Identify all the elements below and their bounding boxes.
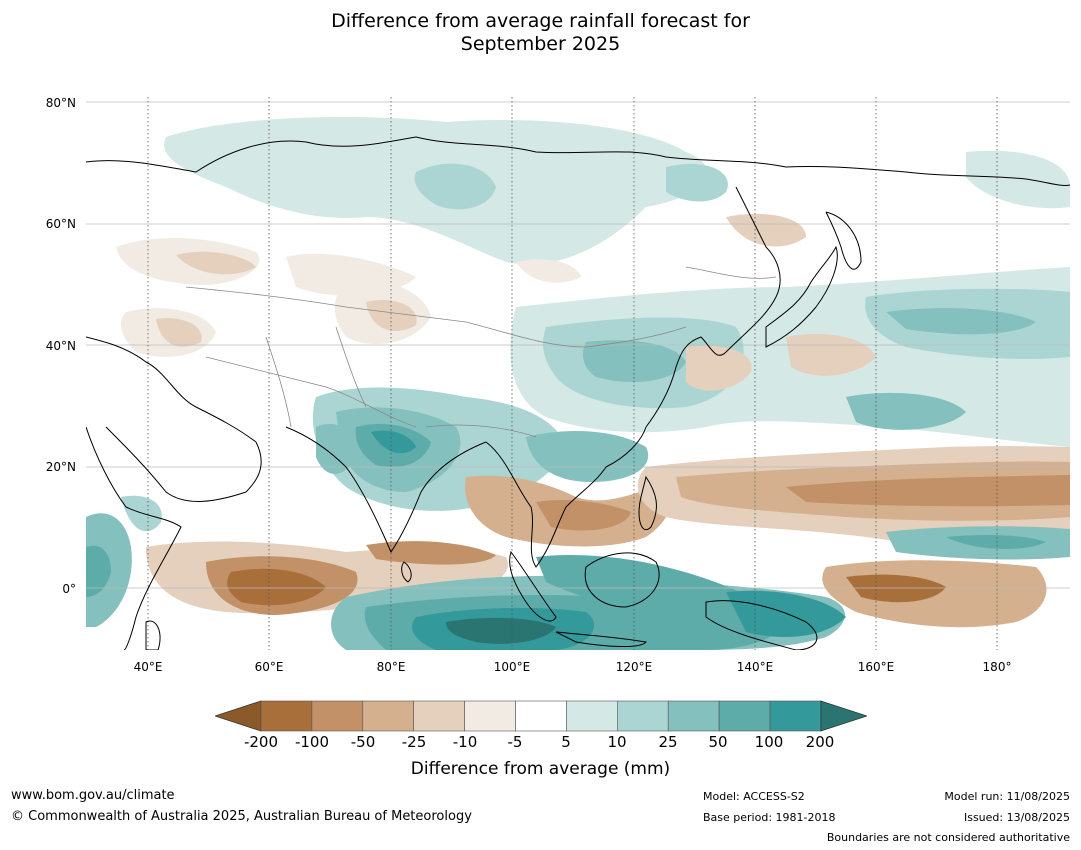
colorbar-tick: 10: [607, 733, 627, 751]
colorbar-extend-high: [820, 700, 869, 732]
colorbar-swatch: [362, 700, 415, 732]
colorbar-tick: -10: [452, 733, 478, 751]
colorbar-swatch: [616, 700, 669, 732]
colorbar-swatch: [667, 700, 720, 732]
colorbar-swatch: [413, 700, 465, 732]
lon-label-40e: 40°E: [133, 660, 163, 674]
map-title: Difference from average rainfall forecas…: [0, 10, 1081, 56]
colorbar-tick: 200: [805, 733, 835, 751]
colorbar-swatches: [213, 700, 869, 732]
colorbar-swatch: [311, 700, 364, 732]
colorbar-tick: 50: [708, 733, 728, 751]
colorbar-swatch: [260, 700, 313, 732]
rainfall-anomaly-map: [86, 97, 1070, 650]
lat-label-20n: 20°N: [45, 460, 76, 474]
colorbar: [213, 700, 869, 736]
lon-label-180: 180°: [982, 660, 1012, 674]
lon-label-60e: 60°E: [254, 660, 284, 674]
lon-label-100e: 100°E: [493, 660, 531, 674]
colorbar-tick: 5: [561, 733, 571, 751]
colorbar-tick: -5: [507, 733, 523, 751]
lat-label-80n: 80°N: [45, 96, 76, 110]
title-line-1: Difference from average rainfall forecas…: [331, 10, 750, 32]
title-line-2: September 2025: [460, 33, 621, 55]
disclaimer-text: Boundaries are not considered authoritat…: [826, 831, 1070, 844]
model-text: Model: ACCESS-S2: [703, 790, 805, 803]
colorbar-tick: -50: [350, 733, 376, 751]
colorbar-tick: 25: [658, 733, 678, 751]
colorbar-tick: -100: [294, 733, 330, 751]
lon-label-80e: 80°E: [376, 660, 406, 674]
lat-label-0: 0°: [62, 582, 76, 596]
colorbar-tick: -25: [401, 733, 427, 751]
colorbar-label: Difference from average (mm): [410, 759, 671, 779]
lat-label-40n: 40°N: [45, 339, 76, 353]
colorbar-tick: -200: [243, 733, 279, 751]
lon-label-160e: 160°E: [857, 660, 895, 674]
colorbar-swatch: [566, 700, 618, 732]
website-link[interactable]: www.bom.gov.au/climate: [11, 788, 175, 803]
issued-text: Issued: 13/08/2025: [963, 811, 1070, 824]
base-period-text: Base period: 1981-2018: [703, 811, 836, 824]
copyright-text: © Commonwealth of Australia 2025, Austra…: [11, 809, 472, 824]
colorbar-tick: 100: [754, 733, 784, 751]
colorbar-swatch: [515, 700, 567, 732]
colorbar-extend-low: [213, 700, 262, 732]
lat-label-60n: 60°N: [45, 217, 76, 231]
colorbar-swatch: [464, 700, 516, 732]
lon-label-140e: 140°E: [736, 660, 774, 674]
colorbar-swatch: [718, 700, 771, 732]
model-run-text: Model run: 11/08/2025: [944, 790, 1070, 803]
lon-label-120e: 120°E: [615, 660, 653, 674]
colorbar-swatch: [769, 700, 822, 732]
